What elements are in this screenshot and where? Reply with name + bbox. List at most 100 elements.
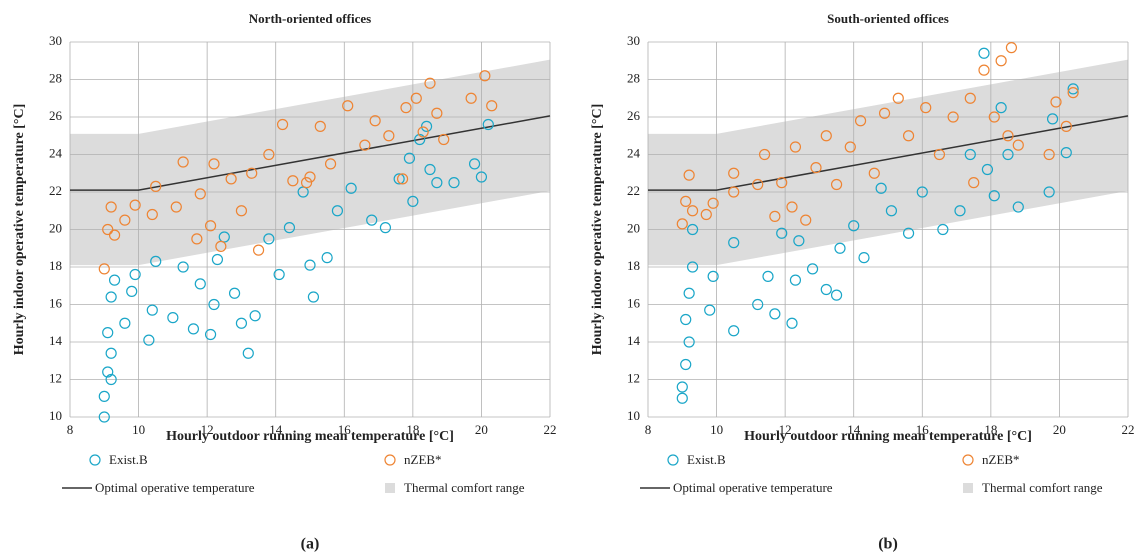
x-tick-label: 22 [1122, 422, 1135, 437]
point [417, 126, 429, 138]
point [789, 274, 802, 286]
y-tick-label: 20 [627, 220, 640, 235]
y-tick-label: 14 [627, 333, 641, 348]
point [1002, 148, 1014, 161]
point [728, 167, 740, 179]
point [424, 163, 436, 176]
point [680, 195, 692, 207]
point [728, 325, 740, 337]
y-tick-label: 14 [49, 333, 63, 348]
point [728, 186, 740, 198]
point [235, 317, 248, 329]
point [683, 169, 695, 181]
point [844, 141, 856, 153]
panel: 10 12 14 16 18 20 22 24 26 28 30 8 10 12 14 16 18 20 22 Nor… [12, 11, 556, 553]
point [167, 312, 179, 324]
point [431, 177, 443, 189]
point [892, 92, 904, 104]
point [868, 167, 880, 179]
point [105, 291, 117, 303]
point [431, 107, 443, 119]
legend-label: Exist.B [687, 452, 726, 467]
point [98, 411, 110, 423]
point [676, 218, 688, 230]
legend-label: Optimal operative temperature [673, 480, 833, 495]
point [228, 287, 241, 299]
point [728, 237, 740, 249]
x-tick-label: 8 [67, 422, 74, 437]
point [686, 261, 699, 273]
comfort-band [648, 59, 1128, 266]
point [762, 270, 774, 282]
point [379, 222, 392, 234]
point [683, 287, 695, 299]
point [366, 214, 378, 226]
point [878, 107, 891, 119]
legend-marker [962, 454, 974, 466]
point [830, 178, 843, 191]
y-tick-label: 18 [627, 258, 640, 273]
point [978, 47, 990, 59]
x-tick-label: 16 [916, 422, 930, 437]
point [1012, 139, 1024, 151]
point [369, 115, 381, 127]
x-tick-label: 20 [1053, 422, 1066, 437]
x-tick-label: 14 [269, 422, 283, 437]
point [964, 92, 976, 104]
x-tick-label: 8 [645, 422, 652, 437]
point [235, 205, 248, 217]
x-tick-label: 12 [779, 422, 792, 437]
point [916, 186, 928, 198]
point [383, 130, 395, 142]
point [119, 317, 131, 329]
x-tick-label: 10 [132, 422, 145, 437]
point [858, 252, 870, 264]
comfort-band [70, 59, 550, 266]
point [1043, 148, 1055, 161]
point [263, 233, 275, 245]
point [208, 158, 220, 170]
point [707, 270, 719, 282]
point [194, 188, 206, 200]
y-tick-label: 16 [627, 295, 641, 310]
point [407, 195, 419, 207]
point [304, 259, 316, 271]
point [937, 223, 949, 236]
y-tick-label: 20 [49, 220, 62, 235]
point [834, 242, 846, 254]
point [314, 120, 326, 132]
point [105, 347, 117, 359]
point [1060, 120, 1072, 132]
point [345, 182, 357, 194]
point [129, 268, 141, 281]
point [252, 244, 265, 256]
point [187, 323, 200, 335]
point [321, 252, 333, 264]
point [1012, 201, 1024, 213]
point [1060, 147, 1072, 159]
optimal-line [70, 115, 551, 191]
y-tick-label: 16 [49, 295, 63, 310]
point [704, 304, 716, 316]
point [964, 148, 976, 161]
point [414, 133, 426, 146]
point [194, 278, 206, 290]
point [676, 392, 688, 404]
point [410, 92, 422, 104]
point [902, 227, 915, 239]
point [988, 190, 1000, 202]
point [438, 133, 450, 146]
point [359, 139, 371, 151]
point [752, 298, 764, 311]
point [225, 173, 237, 185]
point [204, 328, 217, 341]
x-tick-label: 16 [338, 422, 352, 437]
point [482, 118, 494, 131]
point [208, 298, 220, 311]
point [1005, 42, 1018, 54]
point [98, 390, 110, 402]
y-tick-label: 28 [627, 70, 640, 85]
point [854, 115, 867, 127]
point [875, 182, 887, 194]
point [786, 201, 798, 213]
